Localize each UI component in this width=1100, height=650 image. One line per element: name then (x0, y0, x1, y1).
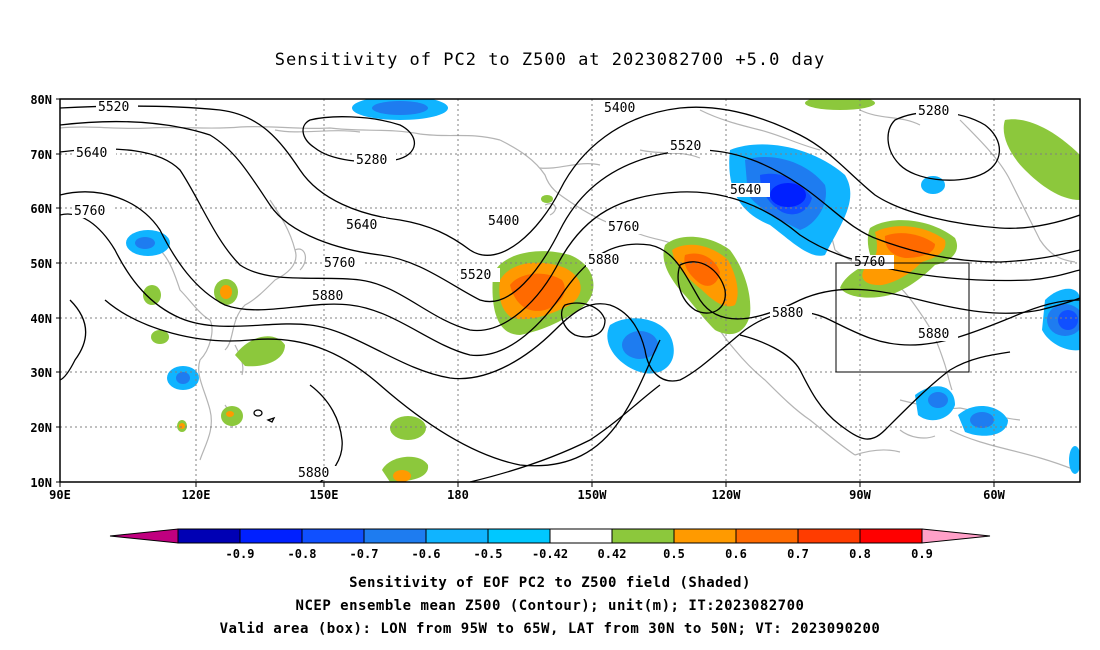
colorbar-swatch (611, 528, 675, 544)
colorbar-swatch (363, 528, 427, 544)
colorbar-label: 0.8 (849, 547, 871, 561)
contour-label: 5400 (488, 214, 519, 229)
contour-label: 5640 (346, 218, 377, 233)
contour-label: 5880 (772, 306, 803, 321)
colorbar-swatch (487, 528, 551, 544)
colorbar-max-arrow (921, 528, 991, 544)
map-title: Sensitivity of PC2 to Z500 at 2023082700… (274, 50, 826, 70)
colorbar-label: -0.7 (350, 547, 379, 561)
contour-label: 5880 (588, 253, 619, 268)
contour-label: 5880 (312, 289, 343, 304)
colorbar-label: 0.9 (911, 547, 933, 561)
lon-label: 180 (447, 488, 469, 502)
lat-label: 50N (30, 257, 52, 271)
colorbar-label: -0.6 (412, 547, 441, 561)
lat-label: 60N (30, 202, 52, 216)
colorbar-min-arrow (109, 528, 179, 544)
lat-label: 70N (30, 148, 52, 162)
lat-axis: 80N 70N 60N 50N 40N 30N 20N 10N (30, 93, 60, 490)
contour-label: 5880 (918, 327, 949, 342)
colorbar-label: 0.5 (663, 547, 685, 561)
lon-axis: 90E 120E 150E 180 150W 120W 90W 60W (49, 482, 1006, 502)
colorbar-label: -0.8 (288, 547, 317, 561)
lon-label: 90W (849, 488, 871, 502)
lat-label: 20N (30, 421, 52, 435)
colorbar-swatch (797, 528, 861, 544)
colorbar-swatch (549, 528, 613, 544)
caption-line-2: NCEP ensemble mean Z500 (Contour); unit(… (295, 598, 805, 614)
contour-label: 5880 (298, 466, 329, 481)
contour-label: 5760 (74, 204, 105, 219)
colorbar: -0.9 -0.8 -0.7 -0.6 -0.5 -0.42 0.42 0.5 0.6 0.7 0.… (109, 528, 991, 561)
contour-label: 5280 (918, 104, 949, 119)
contour-labels: 5520 5640 5760 5280 5640 5760 5880 5400 … (72, 100, 958, 481)
colorbar-label: -0.42 (532, 547, 568, 561)
caption-line-1: Sensitivity of EOF PC2 to Z500 field (Sh… (349, 575, 751, 591)
caption-line-3: Valid area (box): LON from 95W to 65W, L… (219, 621, 881, 637)
contour-label: 5280 (356, 153, 387, 168)
colorbar-label: -0.5 (474, 547, 503, 561)
valid-area-box (835, 262, 970, 373)
lat-label: 30N (30, 366, 52, 380)
contour-label: 5760 (608, 220, 639, 235)
contour-label: 5400 (604, 101, 635, 116)
colorbar-swatch (177, 528, 241, 544)
lon-label: 150W (578, 488, 608, 502)
colorbar-label: 0.7 (787, 547, 809, 561)
lon-label: 90E (49, 488, 71, 502)
colorbar-swatch (301, 528, 365, 544)
colorbar-label: -0.9 (226, 547, 255, 561)
colorbar-swatch (239, 528, 303, 544)
contour-label: 5520 (670, 139, 701, 154)
contour-label: 5520 (460, 268, 491, 283)
contour-label: 5640 (730, 183, 761, 198)
contour-label: 5640 (76, 146, 107, 161)
colorbar-swatch (673, 528, 737, 544)
lon-label: 150E (310, 488, 339, 502)
contour-label: 5520 (98, 100, 129, 115)
colorbar-label: 0.6 (725, 547, 747, 561)
colorbar-swatch (735, 528, 799, 544)
colorbar-label: 0.42 (598, 547, 627, 561)
lat-label: 10N (30, 476, 52, 490)
lon-label: 60W (983, 488, 1005, 502)
colorbar-swatch (859, 528, 923, 544)
lon-label: 120W (712, 488, 742, 502)
lat-label: 80N (30, 93, 52, 107)
lon-label: 120E (182, 488, 211, 502)
lat-label: 40N (30, 312, 52, 326)
colorbar-swatch (425, 528, 489, 544)
contour-label: 5760 (324, 256, 355, 271)
map-frame (59, 98, 1081, 483)
